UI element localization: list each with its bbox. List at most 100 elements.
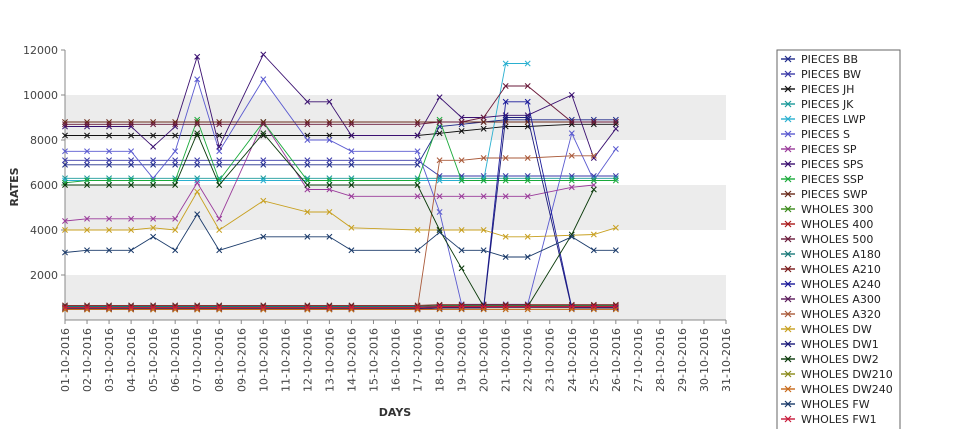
- legend-label: PIECES BW: [801, 68, 861, 81]
- legend-item: WHOLES DW240: [781, 383, 893, 396]
- data-point: [62, 119, 68, 125]
- data-point: [590, 247, 597, 254]
- data-point: [194, 121, 201, 128]
- data-point: [106, 121, 113, 128]
- data-point: [216, 143, 223, 150]
- data-point: [502, 193, 509, 200]
- data-point: [458, 114, 465, 121]
- series-line: [64, 121, 594, 222]
- data-point: [62, 161, 68, 168]
- data-point: [84, 304, 90, 311]
- x-tick-label: 23-10-2016: [544, 328, 557, 392]
- data-point: [216, 247, 223, 254]
- data-point: [348, 121, 355, 128]
- data-point: [260, 76, 267, 83]
- series-layer: [62, 51, 619, 313]
- data-point: [326, 304, 333, 311]
- data-point: [150, 119, 157, 125]
- data-point: [502, 114, 509, 121]
- x-tick-label: 06-10-2016: [169, 328, 182, 392]
- data-point: [304, 161, 311, 168]
- data-point: [568, 173, 575, 179]
- legend-item: PIECES SSP: [781, 173, 864, 186]
- data-point: [590, 152, 597, 159]
- data-point: [414, 182, 421, 188]
- x-tick-label: 02-10-2016: [81, 328, 94, 392]
- data-point: [106, 306, 113, 313]
- x-tick-label: 27-10-2016: [632, 328, 645, 392]
- data-point: [304, 175, 311, 182]
- legend-label: WHOLES 500: [801, 233, 873, 246]
- x-tick-label: 04-10-2016: [125, 328, 138, 392]
- data-point: [106, 157, 113, 164]
- legend-marker: [784, 235, 792, 243]
- data-point: [194, 130, 201, 137]
- legend-item: PIECES JH: [781, 83, 854, 96]
- data-point: [612, 121, 619, 128]
- data-point: [436, 157, 443, 164]
- data-point: [128, 306, 135, 313]
- data-point: [194, 119, 201, 125]
- data-point: [348, 306, 355, 313]
- data-point: [216, 121, 223, 128]
- legend-item: WHOLES A320: [781, 308, 881, 321]
- data-point: [84, 161, 90, 168]
- x-tick-label: 21-10-2016: [500, 328, 513, 392]
- data-point: [172, 123, 179, 130]
- data-point: [304, 182, 311, 188]
- legend-marker: [784, 175, 792, 183]
- series-pieces-sps: [62, 51, 619, 161]
- data-point: [348, 175, 355, 182]
- data-point: [568, 116, 575, 123]
- series-line: [65, 155, 594, 309]
- x-tick-label: 08-10-2016: [213, 328, 226, 392]
- legend-label: PIECES SWP: [801, 188, 868, 201]
- legend-marker: [784, 295, 792, 303]
- data-point: [128, 161, 135, 168]
- data-point: [172, 132, 179, 139]
- data-point: [128, 123, 135, 130]
- data-point: [326, 132, 333, 139]
- legend-label: WHOLES FW1: [801, 413, 877, 426]
- data-point: [260, 233, 267, 240]
- data-point: [436, 227, 443, 233]
- data-point: [480, 119, 487, 125]
- data-point: [480, 247, 487, 254]
- data-point: [568, 152, 575, 159]
- data-point: [172, 161, 179, 168]
- data-point: [436, 303, 443, 310]
- x-tick-label: 11-10-2016: [279, 328, 292, 392]
- series-line: [65, 190, 616, 238]
- data-point: [524, 112, 531, 119]
- data-point: [106, 148, 113, 155]
- data-point: [106, 177, 113, 184]
- data-point: [568, 177, 575, 184]
- series-pieces-jk: [62, 175, 619, 182]
- data-point: [414, 157, 421, 164]
- data-point: [524, 233, 531, 240]
- x-tick-label: 28-10-2016: [654, 328, 667, 392]
- legend-label: WHOLES 400: [801, 218, 873, 231]
- data-point: [436, 119, 443, 125]
- data-point: [414, 193, 421, 200]
- legend-item: PIECES SP: [781, 143, 857, 156]
- grid-bands: [65, 50, 726, 320]
- legend-marker: [784, 385, 792, 393]
- data-point: [106, 182, 113, 188]
- data-point: [480, 114, 487, 121]
- data-point: [194, 177, 201, 184]
- legend-marker: [784, 355, 792, 363]
- data-point: [568, 119, 575, 125]
- legend-marker: [784, 250, 792, 258]
- legend-item: PIECES BW: [781, 68, 861, 81]
- legend-item: WHOLES A240: [781, 278, 881, 291]
- data-point: [128, 119, 135, 125]
- x-axis: 01-10-2016 02-10-2016 03-10-2016 04-10-2016…: [59, 319, 733, 392]
- data-point: [612, 119, 619, 125]
- data-point: [524, 116, 531, 123]
- data-point: [480, 155, 487, 161]
- data-point: [414, 304, 421, 311]
- data-point: [260, 177, 267, 184]
- data-point: [590, 116, 597, 123]
